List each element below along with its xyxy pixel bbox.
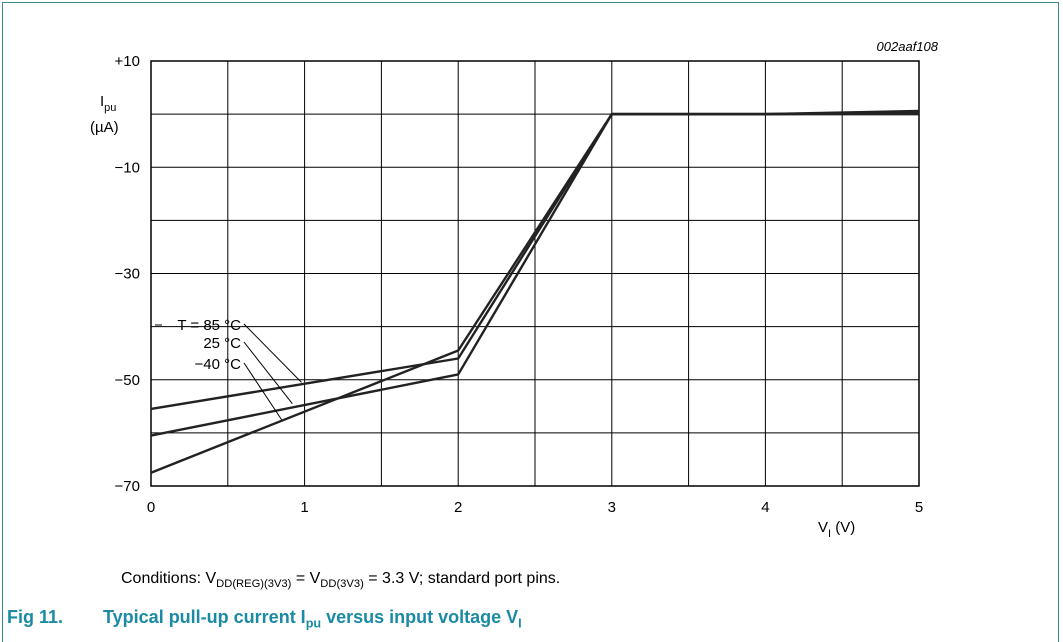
series-label: −40 °C: [195, 356, 242, 373]
y-tick-label: −10: [115, 159, 140, 176]
conditions-note: Conditions: VDD(REG)(3V3) = VDD(3V3) = 3…: [121, 570, 561, 590]
series-label: T = 85 °C: [177, 317, 241, 334]
x-tick-label: 3: [608, 499, 616, 516]
y-axis-label: Ipu: [100, 93, 116, 114]
y-tick-label: −50: [115, 372, 140, 389]
y-tick-label: −30: [115, 266, 140, 283]
figure-number: Fig 11.: [7, 607, 64, 627]
figure-code: 002aaf108: [877, 39, 939, 54]
y-tick-label: −70: [115, 478, 140, 495]
y-tick-label: +10: [115, 53, 140, 70]
series-annotations: T = 85 °C25 °C −40 °C: [155, 317, 302, 420]
chart-axes: [150, 60, 920, 487]
plot-border: [150, 60, 920, 487]
series-leader-line: [243, 362, 282, 420]
x-tick-label: 2: [454, 499, 462, 516]
x-tick-label: 4: [761, 499, 769, 516]
x-tick-label: 5: [915, 499, 923, 516]
series-leader-line: [243, 341, 293, 404]
x-axis-label: VI (V): [818, 519, 855, 540]
chart-series: [150, 109, 920, 474]
x-tick-label: 1: [300, 499, 308, 516]
series-label: 25 °C: [203, 335, 241, 352]
chart-grid: [151, 61, 919, 486]
y-axis-unit: (µA): [90, 119, 119, 136]
x-tick-label: 0: [147, 499, 155, 516]
series-leader-line: [243, 323, 302, 383]
figure-caption: Fig 11. Typical pull-up current Ipu versu…: [7, 607, 522, 631]
chart-tick-labels: 0 1 2 3 4 5 +10 −10 −30 −50 −70: [115, 53, 924, 516]
series-line: [150, 109, 920, 474]
